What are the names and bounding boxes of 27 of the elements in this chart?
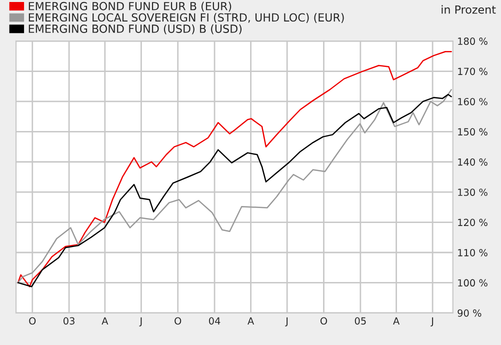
x-tick-label: 04 xyxy=(208,317,220,325)
x-tick-label: O xyxy=(29,317,36,325)
line-series xyxy=(17,51,452,288)
y-tick-label: 90 % xyxy=(458,309,482,317)
x-tick-label: A xyxy=(248,317,254,324)
x-tick-label: J xyxy=(285,317,288,326)
y-tick-label: 110 % xyxy=(458,248,488,256)
y-tick-label: 140 % xyxy=(458,158,488,166)
legend-label: EMERGING BOND FUND (USD) B (USD) xyxy=(28,24,242,34)
x-tick-label: A xyxy=(102,317,108,324)
y-tick-label: 150 % xyxy=(458,128,488,136)
x-tick-label: J xyxy=(139,317,142,326)
y-axis-title: in Prozent xyxy=(442,5,496,14)
x-tick-label: O xyxy=(320,317,328,325)
x-tick-label: 05 xyxy=(354,317,366,325)
y-tick-label: 160 % xyxy=(458,98,488,106)
y-tick-label: 170 % xyxy=(458,68,488,76)
legend-label: EMERGING BOND FUND EUR B (EUR) xyxy=(28,2,232,12)
x-tick-label: A xyxy=(393,317,400,324)
y-tick-label: 130 % xyxy=(458,188,488,196)
y-tick-label: 100 % xyxy=(458,279,488,287)
x-tick-label: J xyxy=(430,317,434,326)
legend-label: EMERGING LOCAL SOVEREIGN FI (STRD, UHD LOC) (EUR) xyxy=(28,13,344,23)
y-tick-label: 180 % xyxy=(458,38,488,45)
y-tick-label: 120 % xyxy=(458,218,488,226)
x-tick-label: 03 xyxy=(64,317,74,325)
x-tick-label: O xyxy=(174,317,182,325)
